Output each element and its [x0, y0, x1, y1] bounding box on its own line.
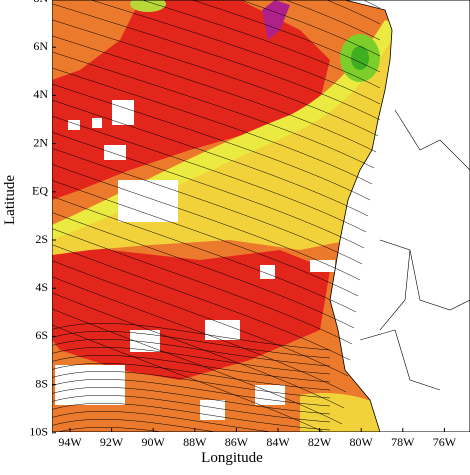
streamline [52, 99, 369, 217]
streamline [52, 371, 331, 399]
streamline [52, 196, 357, 313]
streamline [52, 51, 375, 169]
streamline [52, 411, 274, 432]
streamline [52, 363, 331, 391]
lon-tick-label: 78W [391, 435, 415, 449]
y-axis-label: Latitude [2, 175, 18, 225]
streamline [52, 403, 331, 431]
streamline [90, 0, 381, 105]
lon-tick-label: 90W [142, 435, 166, 449]
field-green-dark [351, 46, 369, 70]
lon-tick-label: 84W [266, 435, 290, 449]
streamlines [52, 0, 381, 432]
streamline [52, 324, 325, 432]
lon-tick-label: 82W [308, 435, 332, 449]
lon-tick-label: 76W [433, 435, 457, 449]
streamline [52, 395, 331, 423]
lat-tick-label: 2S [35, 232, 48, 246]
streamline [52, 419, 218, 432]
streamline [52, 212, 355, 329]
streamline [52, 83, 371, 201]
lon-tick-label: 80W [350, 435, 374, 449]
map-field [52, 0, 470, 432]
streamline [52, 347, 331, 375]
lon-tick-label: 94W [58, 435, 82, 449]
x-axis-label: Longitude [201, 450, 263, 466]
streamline [326, 0, 381, 25]
field-yellow [300, 393, 380, 432]
streamline [52, 131, 365, 249]
lat-tick-label: 10S [29, 425, 48, 439]
streamline [141, 0, 381, 89]
field-orange [52, 0, 140, 80]
field-green-light [130, 0, 166, 12]
lat-tick-label: 4S [35, 280, 48, 294]
streamline [52, 379, 331, 407]
streamline [52, 163, 361, 281]
streamline [52, 387, 331, 415]
streamline [52, 115, 367, 233]
land [329, 0, 470, 432]
streamline [52, 244, 351, 361]
lat-tick-label: 8N [33, 0, 48, 5]
lat-tick-label: 8S [35, 376, 48, 390]
streamline [285, 0, 381, 41]
lat-tick-label: 6N [33, 39, 48, 53]
streamline [239, 0, 381, 57]
streamline [52, 331, 331, 359]
streamline [52, 276, 347, 393]
streamline [52, 260, 349, 377]
streamline [52, 339, 331, 367]
streamline [52, 292, 345, 409]
lon-tick-label: 92W [100, 435, 124, 449]
streamline [52, 323, 331, 351]
lon-tick-label: 86W [225, 435, 249, 449]
streamline [57, 427, 164, 432]
lat-tick-label: 2N [33, 135, 48, 149]
streamline [52, 3, 381, 121]
streamline [52, 228, 353, 345]
lon-axis: 94W 92W 90W 88W 86W 84W 82W 80W 78W 76W [58, 428, 457, 449]
streamline [52, 35, 377, 153]
lat-tick-label: EQ [32, 184, 48, 198]
lat-axis: 8N 6N 4N 2N EQ 2S 4S 6S 8S 10S [29, 0, 56, 439]
lon-tick-label: 88W [183, 435, 207, 449]
streamline [52, 67, 373, 185]
borders [359, 109, 470, 391]
lat-tick-label: 4N [33, 87, 48, 101]
lat-tick-label: 6S [35, 328, 48, 342]
streamline [52, 355, 331, 383]
streamline [52, 308, 343, 425]
streamline [52, 147, 363, 265]
streamline [52, 180, 359, 297]
streamline [52, 19, 379, 137]
streamline [191, 0, 381, 73]
